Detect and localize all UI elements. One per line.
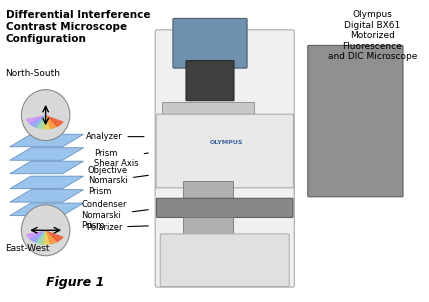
Wedge shape [29, 115, 45, 128]
Wedge shape [26, 115, 45, 125]
Bar [183, 181, 233, 202]
Wedge shape [29, 230, 45, 243]
Text: Prism
Shear Axis: Prism Shear Axis [94, 149, 148, 168]
Polygon shape [10, 148, 84, 160]
Wedge shape [45, 115, 59, 129]
Polygon shape [10, 190, 84, 202]
Wedge shape [45, 115, 64, 127]
Text: Olympus
Digital BX61
Motorized
Fluorescence
and DIC Microscope: Olympus Digital BX61 Motorized Fluoresce… [328, 10, 417, 61]
Text: Figure 1: Figure 1 [46, 276, 104, 289]
Wedge shape [45, 230, 59, 244]
Wedge shape [35, 115, 45, 130]
Wedge shape [26, 230, 45, 240]
Wedge shape [42, 230, 52, 245]
Polygon shape [10, 161, 84, 174]
Polygon shape [10, 203, 84, 216]
Bar [183, 217, 233, 235]
Text: OLYMPUS: OLYMPUS [210, 140, 244, 145]
Text: Objective
Nomarski
Prism: Objective Nomarski Prism [88, 166, 148, 196]
FancyBboxPatch shape [186, 61, 234, 101]
Text: Polarizer: Polarizer [86, 223, 148, 232]
Wedge shape [45, 230, 64, 242]
FancyBboxPatch shape [160, 234, 289, 287]
Polygon shape [10, 176, 84, 189]
Text: Analyzer: Analyzer [86, 132, 144, 141]
Wedge shape [42, 115, 52, 130]
Text: North-South: North-South [6, 69, 60, 78]
Text: Condenser
Nomarski
Prism: Condenser Nomarski Prism [82, 201, 148, 230]
Text: East-West: East-West [6, 244, 50, 253]
FancyBboxPatch shape [157, 198, 293, 217]
Polygon shape [10, 134, 84, 147]
FancyBboxPatch shape [156, 114, 293, 188]
Wedge shape [35, 230, 45, 245]
Ellipse shape [21, 90, 70, 140]
FancyBboxPatch shape [173, 18, 247, 68]
Bar [162, 102, 254, 115]
FancyBboxPatch shape [155, 30, 294, 287]
Text: Differential Interference
Contrast Microscope
Configuration: Differential Interference Contrast Micro… [6, 10, 150, 43]
Ellipse shape [21, 205, 70, 256]
FancyBboxPatch shape [308, 45, 403, 197]
